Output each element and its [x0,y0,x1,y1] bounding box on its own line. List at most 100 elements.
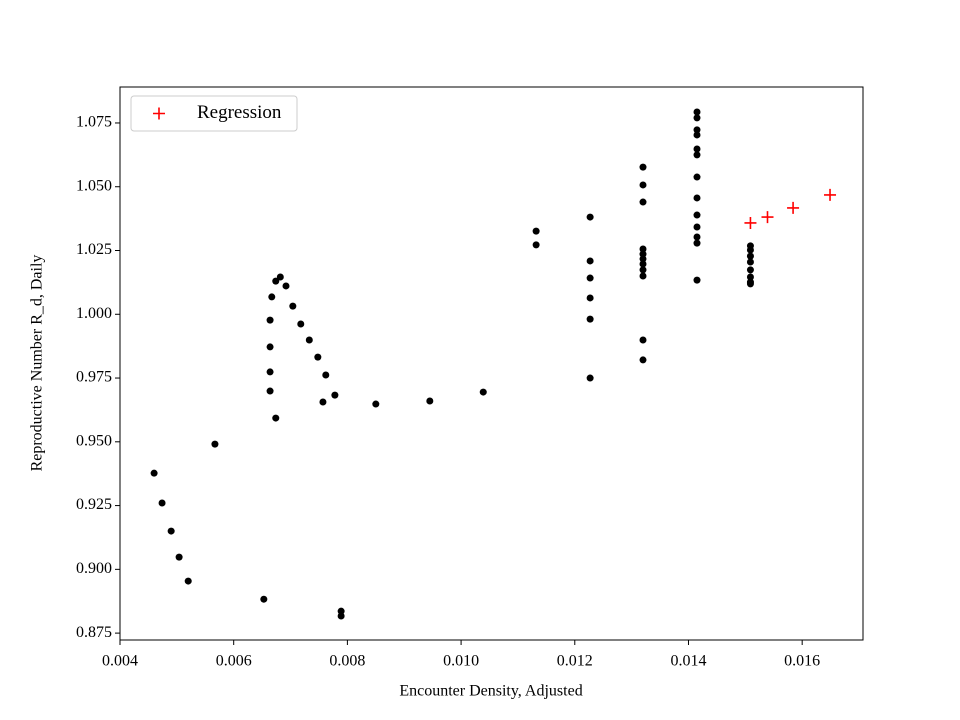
point [693,233,701,241]
point [532,227,540,235]
y-tick-label: 1.075 [76,114,112,131]
point [746,273,754,281]
x-tick-label: 0.008 [329,653,365,670]
series [744,188,837,229]
point [639,260,647,268]
point [276,273,284,281]
point [268,293,276,301]
point [693,131,701,139]
marker [787,201,800,214]
plus [153,107,165,120]
point [746,252,754,260]
point [746,266,754,274]
point [693,151,701,159]
point [639,266,647,274]
y-tick-label: 0.975 [76,369,112,386]
y-tick-label: 1.000 [76,305,112,322]
point [586,257,594,265]
y-axis-label: Reproductive Number R_d, Daily [29,255,46,472]
marker [824,188,837,201]
point [586,294,594,302]
point [337,607,345,615]
point [693,223,701,231]
x-tick-label: 0.016 [784,653,820,670]
point [282,282,290,290]
point [746,246,754,254]
plus [787,201,800,214]
point [322,371,330,379]
y-tick-label: 1.025 [76,241,112,258]
point [639,272,647,280]
point [586,213,594,221]
point [305,336,313,344]
marker [744,216,757,229]
point [586,374,594,382]
x-tick-label: 0.004 [102,653,138,670]
point [167,527,175,535]
y-tick-label: 0.950 [76,432,112,449]
point [426,397,434,405]
marker [761,211,774,224]
point [746,258,754,266]
point [211,440,219,448]
y-tick-label: 0.900 [76,560,112,577]
point [266,387,274,395]
point [314,353,322,361]
plot-frame [119,86,864,641]
plus [761,211,774,224]
legend-box [130,95,298,132]
point [639,245,647,253]
point [175,553,183,561]
x-tick-label: 0.010 [443,653,479,670]
point [337,612,345,620]
point [693,173,701,181]
point [331,391,339,399]
point [158,499,166,507]
point [639,163,647,171]
plus [824,188,837,201]
point [266,368,274,376]
x-tick-label: 0.014 [670,653,706,670]
point [372,400,380,408]
point [693,126,701,134]
point [272,277,280,285]
y-tick-label: 0.875 [76,624,112,641]
point [272,414,280,422]
x-tick-label: 0.012 [557,653,593,670]
point [693,194,701,202]
point [289,302,297,310]
point [639,198,647,206]
point [639,250,647,258]
point [266,343,274,351]
point [260,595,268,603]
point [150,469,158,477]
y-tick-label: 1.050 [76,177,112,194]
point [693,114,701,122]
point [586,274,594,282]
point [184,577,192,585]
legend-label: Regression [197,102,282,123]
series [150,108,754,620]
point [746,280,754,288]
marker [153,107,165,120]
point [639,356,647,364]
point [586,315,594,323]
point [532,241,540,249]
point [479,388,487,396]
point [693,211,701,219]
point [639,336,647,344]
point [693,108,701,116]
point [639,181,647,189]
point [266,316,274,324]
x-tick-label: 0.006 [216,653,252,670]
point [693,276,701,284]
point [319,398,327,406]
plus [744,216,757,229]
point [693,239,701,247]
point [693,145,701,153]
point [297,320,305,328]
x-axis-label: Encounter Density, Adjusted [399,683,582,700]
point [639,255,647,263]
y-tick-label: 0.925 [76,496,112,513]
